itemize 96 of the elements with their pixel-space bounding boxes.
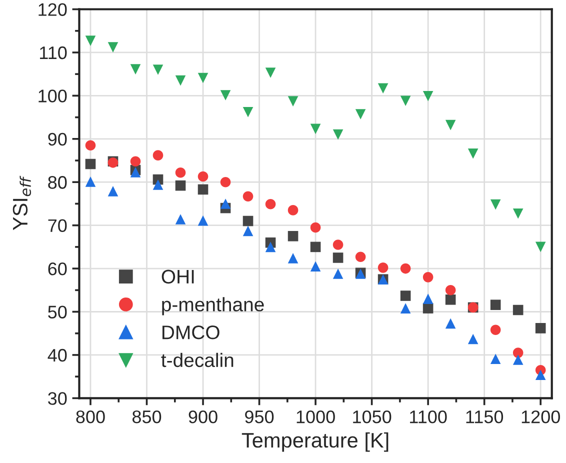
point (400, 96, 411, 106)
point (468, 148, 478, 159)
point (265, 68, 276, 78)
point (85, 176, 96, 187)
point (198, 171, 208, 182)
point (220, 176, 231, 188)
point (175, 167, 186, 178)
point (242, 106, 254, 118)
point (130, 64, 141, 74)
legend-label: p-menthane (162, 297, 264, 316)
point (355, 109, 366, 120)
point (468, 334, 478, 344)
y-tick-label: 40 (48, 348, 67, 362)
point (108, 186, 118, 196)
legend-label: DMCO (162, 325, 220, 340)
point (265, 242, 276, 252)
point (175, 180, 186, 191)
point (130, 156, 141, 167)
point (490, 300, 501, 310)
point (288, 253, 298, 264)
x-tick-label: 1000 (296, 410, 335, 424)
point (512, 208, 524, 219)
legend-label: t-decalin (161, 352, 234, 368)
x-tick-label: 900 (188, 410, 218, 424)
x-tick-label: 950 (245, 410, 274, 424)
point (332, 240, 344, 250)
x-axis-title: Temperature [K] (242, 432, 388, 452)
y-tick-label: 30 (48, 392, 67, 405)
point (422, 294, 434, 304)
point (490, 199, 501, 210)
x-tick-label: 1100 (410, 410, 447, 424)
point (400, 263, 411, 274)
point (85, 36, 96, 46)
point (85, 140, 96, 151)
point (422, 272, 434, 282)
point (378, 262, 388, 273)
point (512, 304, 524, 316)
point (310, 242, 321, 252)
y-tick-label: 60 (48, 262, 67, 276)
y-tick-label: 110 (40, 46, 67, 60)
point (512, 354, 524, 365)
point (310, 124, 321, 134)
y-tick-label: 50 (48, 306, 67, 318)
point (445, 318, 456, 329)
point (445, 294, 456, 305)
point (198, 72, 208, 84)
point (535, 323, 546, 334)
y-axis-title: YSI$_{eff}$ (12, 176, 32, 230)
point (242, 216, 254, 226)
point (220, 198, 231, 209)
legend-label: OHI (162, 270, 194, 284)
point (152, 64, 164, 75)
y-tick-label: 80 (48, 176, 67, 189)
x-tick-label: 1200 (522, 410, 560, 424)
point (108, 42, 118, 52)
point (288, 96, 298, 106)
point (310, 222, 321, 233)
point (288, 205, 298, 216)
point (242, 191, 254, 202)
point (422, 90, 434, 102)
point (288, 230, 298, 242)
point (422, 303, 434, 314)
point (198, 215, 208, 226)
point (332, 252, 344, 263)
y-tick-label: 70 (48, 219, 67, 232)
y-tick-label: 90 (48, 132, 67, 146)
point (265, 199, 276, 210)
point (445, 120, 456, 130)
x-tick-label: 1150 (466, 410, 504, 424)
point (332, 129, 344, 140)
point (400, 290, 411, 301)
point (198, 184, 208, 195)
point (152, 180, 164, 190)
x-tick-label: 1050 (353, 410, 392, 424)
point (490, 354, 501, 364)
point (512, 348, 524, 358)
point (490, 324, 501, 336)
point (400, 303, 411, 314)
point (175, 75, 186, 86)
x-tick-label: 800 (76, 410, 105, 424)
y-tick-label: 120 (38, 3, 67, 16)
point (332, 268, 344, 279)
point (85, 158, 96, 170)
point (175, 214, 186, 224)
point (152, 150, 164, 160)
point (355, 252, 366, 262)
point (310, 261, 321, 272)
x-tick-label: 850 (132, 410, 162, 424)
point (535, 370, 546, 380)
y-tick-label: 100 (38, 90, 67, 102)
point (220, 90, 231, 100)
point (535, 242, 546, 252)
point (130, 167, 141, 178)
point (242, 226, 254, 236)
point (445, 284, 456, 296)
point (378, 83, 388, 94)
